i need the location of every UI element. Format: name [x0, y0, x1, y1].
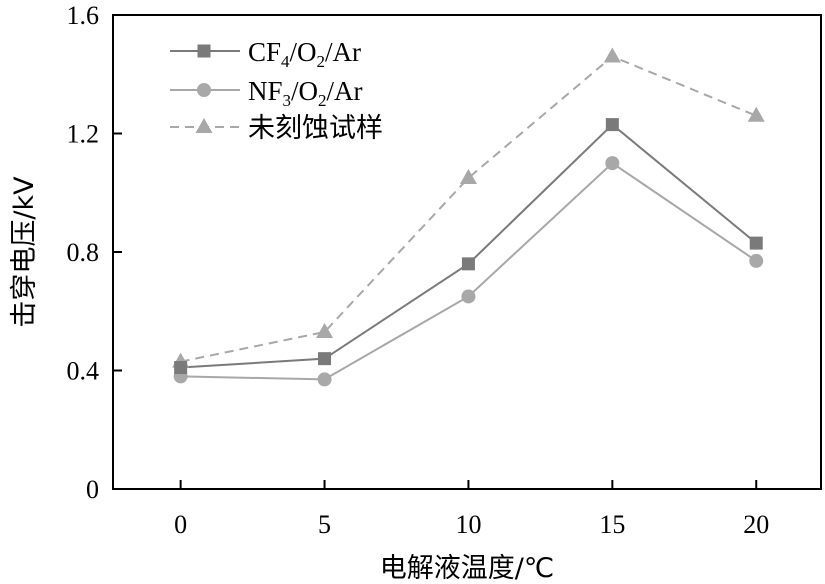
plot-frame	[112, 14, 822, 490]
point-s2-1	[316, 322, 334, 338]
series-line-1	[180, 161, 757, 381]
y-tick-label-0: 0	[86, 475, 99, 504]
x-axis-ticks: 0 5 10 15 20	[174, 480, 769, 539]
y-axis-ticks: 0 0.4 0.8 1.2 1.6	[67, 1, 122, 504]
series-markers	[172, 47, 765, 387]
x-tick-label-4: 20	[743, 510, 769, 539]
y-tick-label-1: 0.4	[67, 357, 100, 386]
x-tick-label-1: 5	[318, 510, 331, 539]
point-s1-3	[605, 156, 620, 171]
legend-label-nf3: NF3/O2/Ar	[248, 76, 363, 110]
y-axis-label: 击穿电压/kV	[9, 176, 40, 328]
series-line-2	[180, 55, 757, 363]
point-s2-3	[603, 47, 621, 63]
point-s0-3	[605, 118, 619, 132]
x-tick-label-2: 10	[455, 510, 481, 539]
legend: CF4/O2/Ar NF3/O2/Ar 未刻蚀试样	[170, 37, 383, 144]
y-tick-label-4: 1.6	[67, 1, 100, 30]
x-tick-label-3: 15	[599, 510, 625, 539]
legend-label-unetched: 未刻蚀试样	[248, 113, 383, 144]
point-s2-4	[747, 106, 765, 122]
legend-label-cf4: CF4/O2/Ar	[248, 37, 361, 71]
point-s1-1	[317, 372, 332, 387]
legend-marker-nf3	[197, 83, 211, 97]
x-axis-label: 电解液温度/℃	[380, 553, 554, 584]
y-tick-label-2: 0.8	[67, 238, 100, 267]
y-tick-label-3: 1.2	[67, 120, 100, 149]
point-s0-2	[461, 257, 475, 271]
point-s0-4	[749, 236, 763, 250]
legend-entry-nf3: NF3/O2/Ar	[170, 76, 363, 110]
point-s1-2	[461, 289, 476, 304]
series-line-0	[180, 123, 757, 369]
point-s0-0	[174, 361, 188, 375]
plot-area	[112, 14, 822, 490]
point-s1-4	[749, 253, 764, 268]
legend-entry-cf4: CF4/O2/Ar	[170, 37, 361, 71]
legend-entry-unetched: 未刻蚀试样	[170, 113, 383, 144]
legend-marker-cf4	[197, 44, 211, 58]
x-tick-label-0: 0	[174, 510, 187, 539]
point-s0-1	[318, 352, 332, 366]
point-s2-2	[459, 168, 477, 184]
legend-marker-unetched	[195, 118, 213, 133]
